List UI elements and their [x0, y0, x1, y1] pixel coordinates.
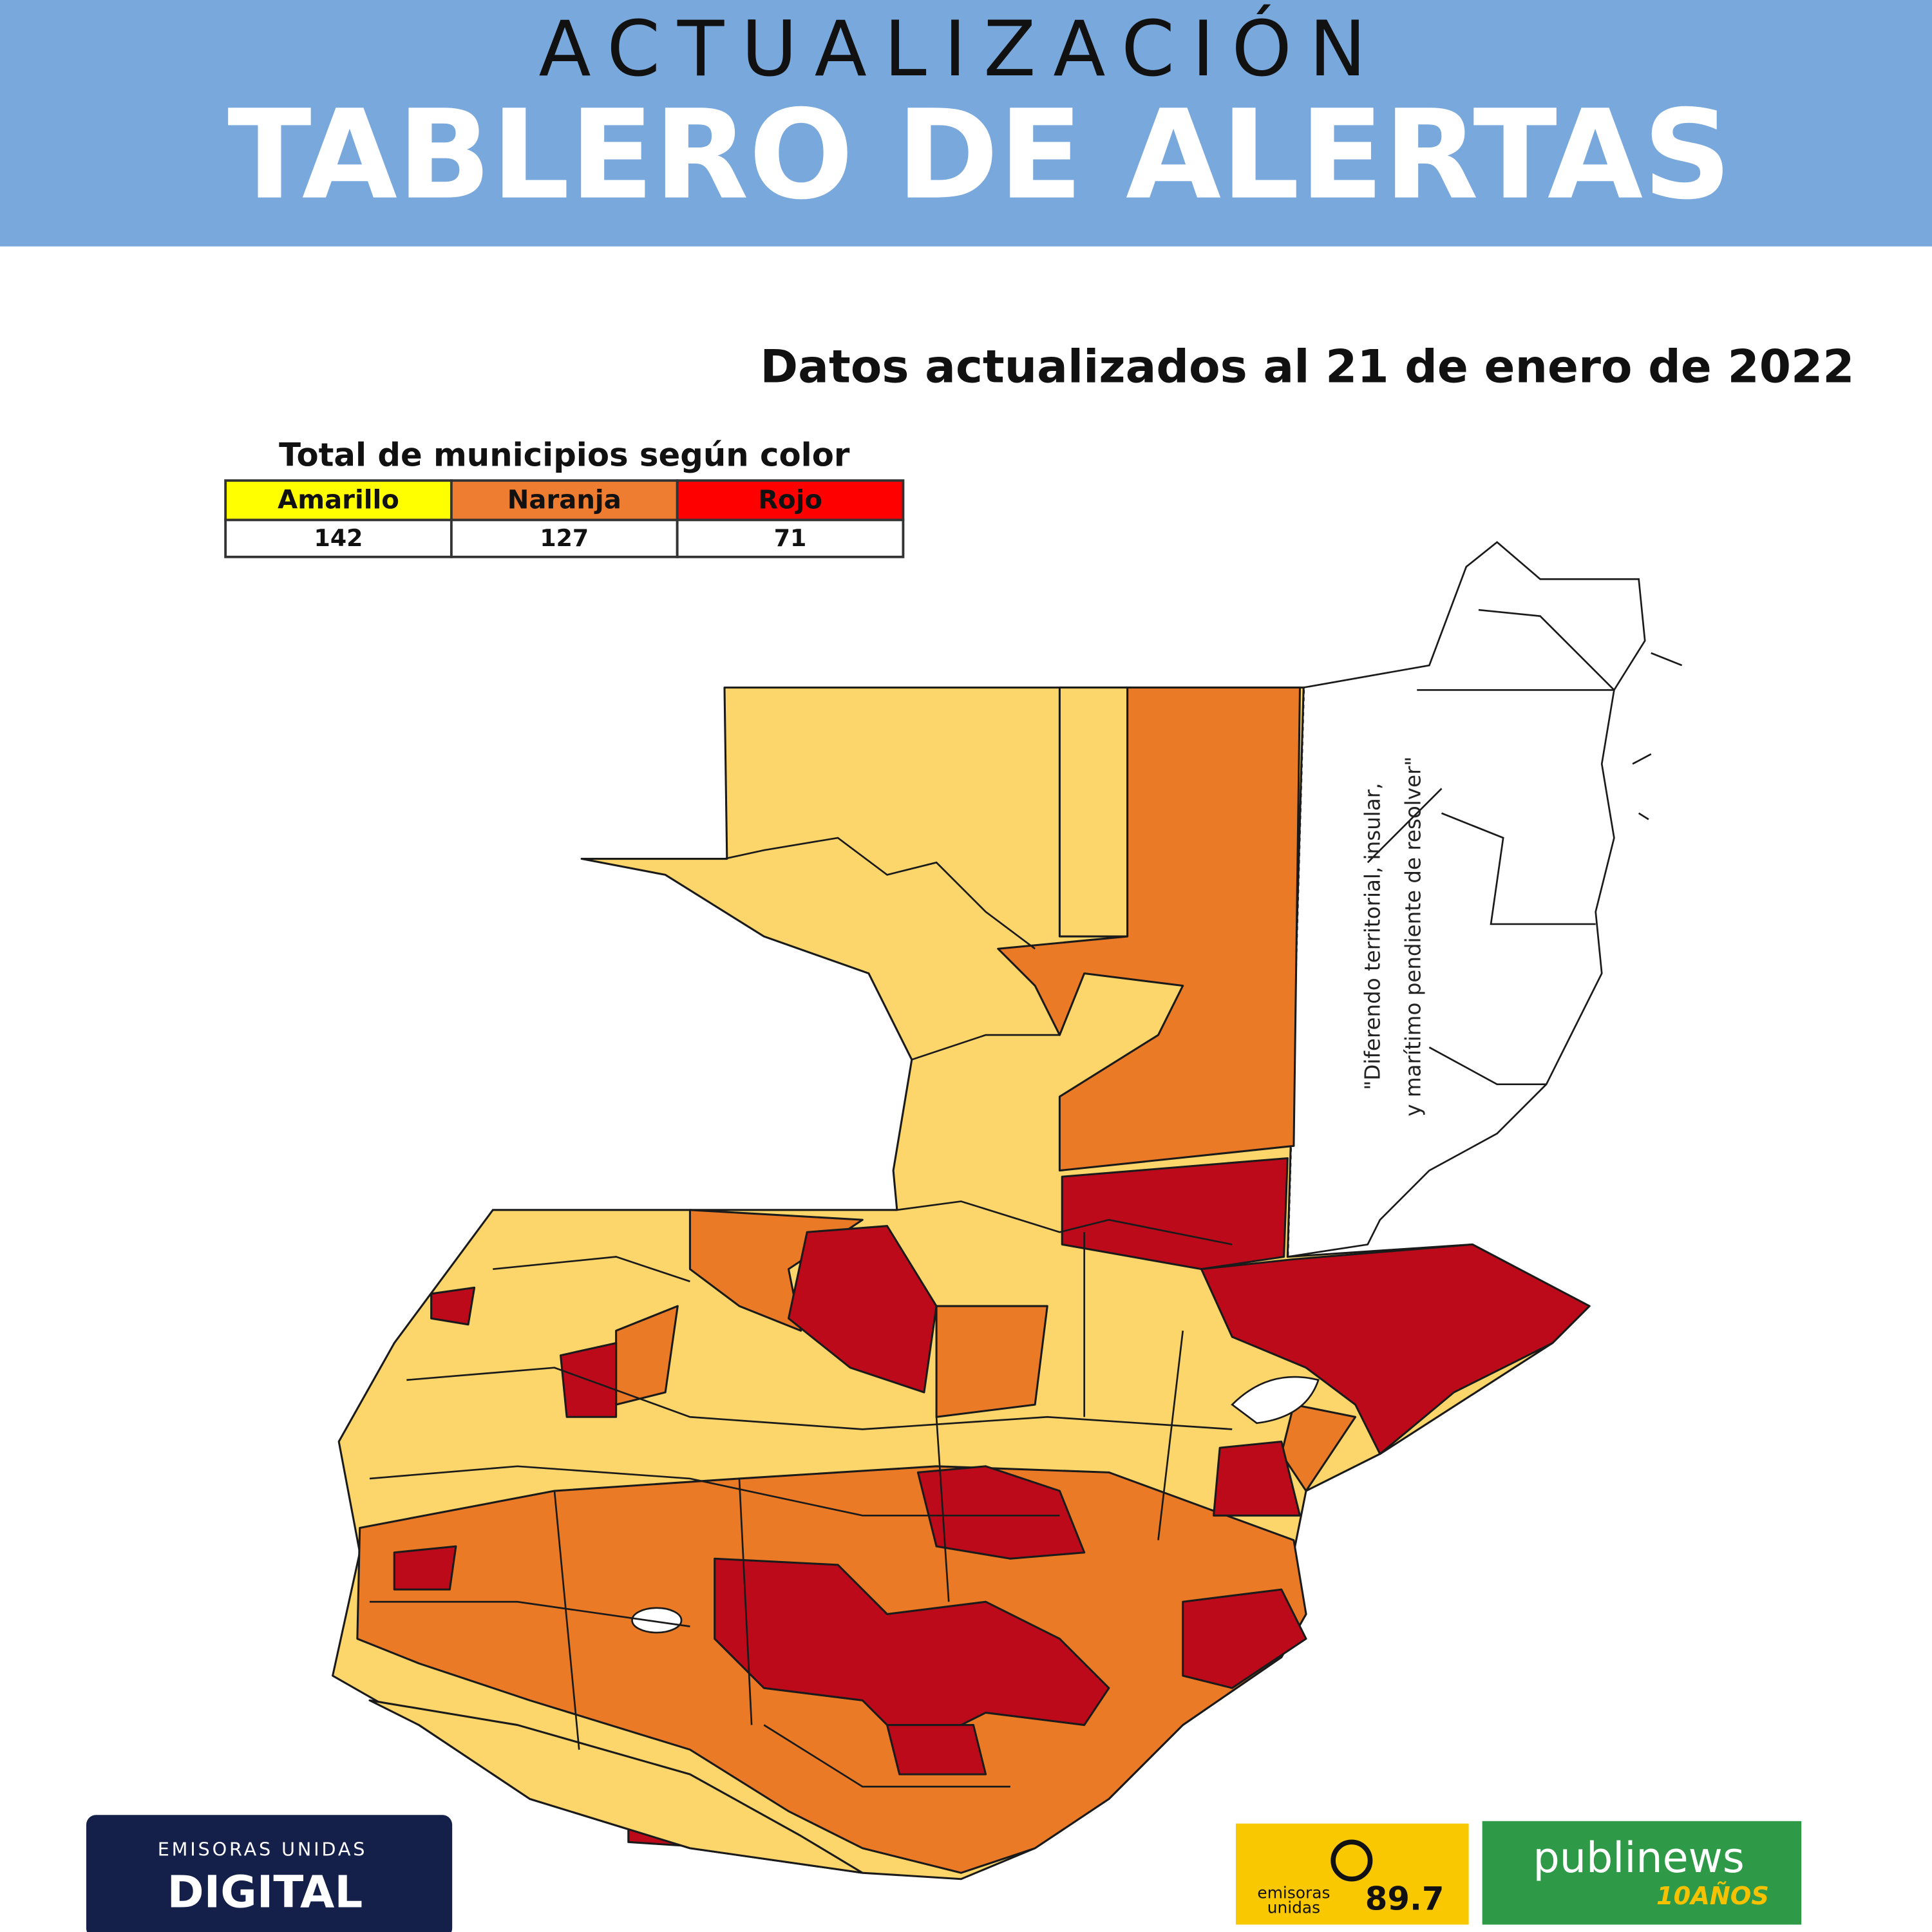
logo-digital: [86, 1815, 453, 1932]
region-red: [787, 1225, 938, 1394]
header-title: TABLERO DE ALERTAS: [227, 84, 1732, 227]
logo-publinews-name: publinews: [1533, 1834, 1744, 1882]
logo-radio-line2: unidas: [1267, 1899, 1320, 1917]
legend-table: Amarillo 142 Naranja 127 Rojo 71: [224, 479, 905, 558]
logo-publinews-anniversary: 10AÑOS: [1656, 1880, 1769, 1911]
table-header-label: Amarillo: [278, 486, 399, 515]
municipal-borders: [369, 837, 1233, 1788]
table-title: Total de municipios según color: [279, 436, 850, 473]
region-red: [1182, 1588, 1307, 1689]
region-red: [1200, 1243, 1591, 1455]
logo-digital-name: DIGITAL: [167, 1867, 363, 1918]
logo-radio-frequency: 89.7: [1365, 1880, 1444, 1918]
logo-radio-line1: emisoras: [1257, 1884, 1330, 1902]
region-red: [916, 1465, 1086, 1560]
header-band: [0, 0, 1932, 247]
belize-borders: [1367, 609, 1615, 1086]
belize-outline: [1286, 541, 1646, 1258]
table-value: 71: [774, 524, 807, 552]
logo-radio-icon: [1331, 1839, 1373, 1882]
table-value-cell: [450, 518, 679, 558]
region-red: [1213, 1440, 1302, 1517]
region-orange: [1280, 1403, 1357, 1492]
region-red: [1061, 1157, 1289, 1271]
region-orange: [935, 1305, 1048, 1418]
table-header-cell: [224, 479, 453, 522]
region-red: [393, 1545, 457, 1591]
table-header-cell: [450, 479, 679, 522]
subtitle: Datos actualizados al 21 de enero de 202…: [760, 340, 1854, 393]
logo-digital-top: EMISORAS UNIDAS: [158, 1839, 368, 1861]
table-value-cell: [224, 518, 453, 558]
table-value: 142: [314, 524, 363, 552]
table-header-label: Naranja: [507, 486, 621, 515]
map: "Diferendo territorial, insular, y marít…: [332, 541, 1683, 1880]
region-yellow: [368, 1699, 864, 1874]
region-orange: [997, 687, 1302, 1172]
table-value-cell: [676, 518, 905, 558]
lake-izabal: [1231, 1376, 1320, 1425]
region-red: [714, 1557, 1110, 1751]
region-yellow: [1058, 687, 1129, 938]
lake-atitlan: [631, 1607, 683, 1634]
table-header-label: Rojo: [758, 486, 822, 515]
region-red: [430, 1286, 476, 1326]
map-annotation: "Diferendo territorial, insular,: [1360, 783, 1385, 1090]
region-red: [886, 1724, 987, 1776]
map-annotation: y marítimo pendiente de resolver": [1401, 757, 1425, 1117]
table-value: 127: [540, 524, 589, 552]
logo-publinews: [1482, 1821, 1802, 1925]
header-kicker: ACTUALIZACIÓN: [538, 4, 1383, 93]
cayes: [1632, 652, 1683, 820]
